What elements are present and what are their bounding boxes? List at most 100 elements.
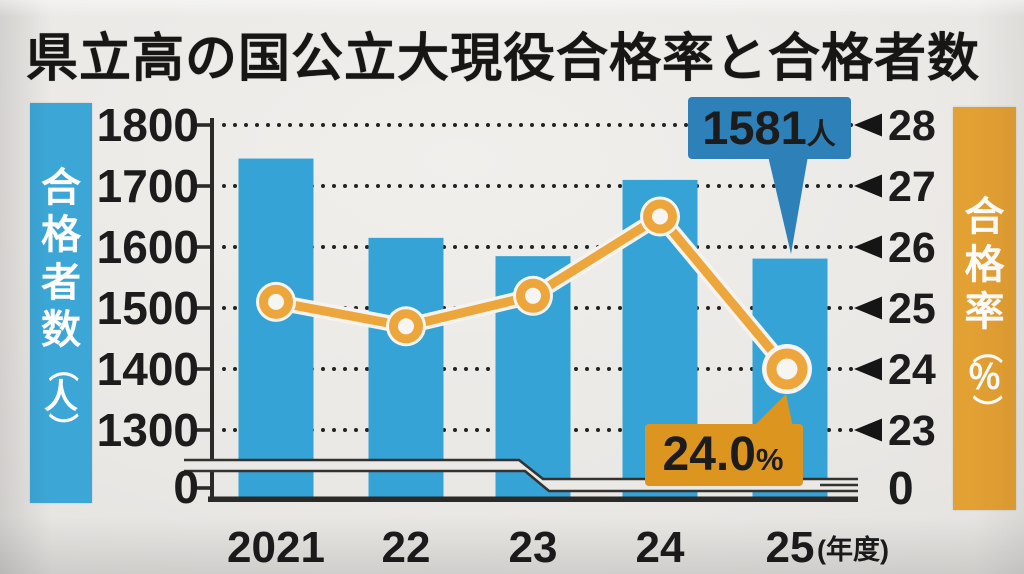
axis-unit-char: 合: [964, 195, 1005, 240]
gridline-dot: [530, 245, 534, 249]
gridline-dot: [717, 367, 721, 371]
gridline-dot: [343, 245, 347, 249]
gridline-dot: [409, 123, 413, 127]
gridline-dot: [222, 245, 226, 249]
left-tick-label-1300: 1300: [97, 404, 199, 456]
x-label-2021: 2021: [227, 523, 325, 572]
x-axis-baseline: [208, 496, 858, 502]
gridline-dot: [585, 306, 589, 310]
left-tick-label-zero: 0: [173, 461, 199, 513]
x-label-22: 22: [382, 523, 431, 572]
gridline-dot: [420, 123, 424, 127]
gridline-dot: [299, 123, 303, 127]
axis-unit-char: 格: [41, 213, 81, 258]
chart-title: 県立高の国公立大現役合格率と合格者数: [26, 30, 981, 88]
gridline-dot: [805, 245, 809, 249]
gridline-dot: [464, 184, 468, 188]
gridline-dot: [827, 428, 831, 432]
gridline-dot: [651, 123, 655, 127]
bar-2021: [238, 158, 314, 501]
right-tick-label-24: 24: [888, 346, 936, 394]
gridline-dot: [640, 123, 644, 127]
bar-callout-box: [688, 97, 851, 159]
gridline-dot: [365, 367, 369, 371]
axis-unit-char: 格: [964, 242, 1005, 287]
gridline-dot: [574, 428, 578, 432]
right-tick-label-28: 28: [888, 102, 936, 150]
gridline-dot: [827, 184, 831, 188]
gridline-dot: [332, 428, 336, 432]
gridline-dot: [486, 123, 490, 127]
gridline-dot: [827, 245, 831, 249]
gridline-dot: [574, 306, 578, 310]
gridline-dot: [541, 245, 545, 249]
gridline-dot: [596, 428, 600, 432]
gridline-dot: [310, 123, 314, 127]
rate-marker-24: [643, 199, 677, 234]
gridline-dot: [376, 184, 380, 188]
gridline-dot: [464, 123, 468, 127]
gridline-dot: [409, 184, 413, 188]
gridline-dot: [464, 428, 468, 432]
gridline-dot: [849, 428, 853, 432]
gridline-dot: [838, 428, 842, 432]
gridline-dot: [387, 184, 391, 188]
gridline-dot: [508, 184, 512, 188]
gridline-dot: [343, 184, 347, 188]
gridline-dot: [838, 367, 842, 371]
gridline-dot: [365, 428, 369, 432]
gridline-dot: [563, 184, 567, 188]
gridline-dot: [255, 123, 259, 127]
gridline-dot: [233, 367, 237, 371]
gridline-dot: [607, 306, 611, 310]
gridline-dot: [453, 428, 457, 432]
gridline-dot: [343, 428, 347, 432]
gridline-dot: [453, 123, 457, 127]
gridline-dot: [563, 245, 567, 249]
gridline-dot: [376, 123, 380, 127]
gridline-dot: [849, 306, 853, 310]
gridline-dot: [321, 184, 325, 188]
gridline-dot: [354, 123, 358, 127]
gridline-dot: [519, 245, 523, 249]
gridline-dot: [761, 245, 765, 249]
gridline-dot: [244, 123, 248, 127]
bar-22: [368, 237, 444, 500]
axis-unit-char: 数: [41, 307, 81, 352]
gridline-dot: [607, 428, 611, 432]
axis-unit-char: 者: [41, 260, 81, 305]
gridline-dot: [662, 123, 666, 127]
gridline-dot: [343, 367, 347, 371]
rate-callout-box: [645, 424, 803, 486]
gridline-dot: [827, 306, 831, 310]
gridline-dot: [849, 184, 853, 188]
gridline-dot: [475, 367, 479, 371]
gridline-dot: [354, 367, 358, 371]
gridline-dot: [684, 123, 688, 127]
gridline-dot: [398, 184, 402, 188]
right-tick-arrow-28: [854, 113, 882, 137]
gridline-dot: [706, 245, 710, 249]
right-tick-arrow-23: [854, 418, 882, 442]
gridline-dot: [849, 367, 853, 371]
gridline-dot: [233, 428, 237, 432]
rate-marker-2021: [259, 284, 293, 319]
gridline-dot: [431, 184, 435, 188]
right-tick-arrow-24: [854, 357, 882, 381]
gridline-dot: [530, 123, 534, 127]
gridline-dot: [618, 428, 622, 432]
gridline-dot: [596, 184, 600, 188]
gridline-dot: [596, 306, 600, 310]
gridline-dot: [717, 245, 721, 249]
axis-unit-char: 率: [964, 289, 1005, 334]
gridline-dot: [486, 367, 490, 371]
gridline-dot: [728, 367, 732, 371]
gridline-dot: [519, 184, 523, 188]
gridline-dot: [354, 184, 358, 188]
gridline-dot: [365, 123, 369, 127]
gridline-dot: [266, 123, 270, 127]
left-axis-tick: [196, 184, 210, 188]
right-tick-label-23: 23: [888, 407, 936, 455]
gridline-dot: [728, 245, 732, 249]
gridline-dot: [387, 123, 391, 127]
